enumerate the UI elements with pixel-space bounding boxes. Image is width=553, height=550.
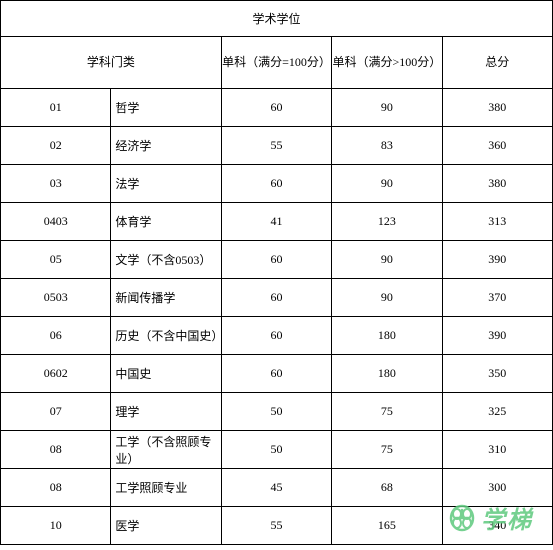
cell-score1: 60 — [221, 355, 331, 393]
cell-total: 380 — [442, 165, 552, 203]
cell-total: 360 — [442, 127, 552, 165]
table-row: 0403体育学41123313 — [1, 203, 553, 241]
cell-score2: 180 — [332, 355, 442, 393]
table-row: 0602中国史60180350 — [1, 355, 553, 393]
cell-score1: 45 — [221, 469, 331, 507]
cell-score2: 90 — [332, 241, 442, 279]
cell-score1: 60 — [221, 279, 331, 317]
cell-score2: 68 — [332, 469, 442, 507]
cell-name: 文学（不含0503） — [111, 241, 221, 279]
cell-name: 哲学 — [111, 89, 221, 127]
header-score1: 单科（满分=100分） — [221, 37, 331, 89]
cell-code: 02 — [1, 127, 111, 165]
table-title: 学术学位 — [1, 1, 553, 37]
cell-name: 历史（不含中国史） — [111, 317, 221, 355]
cell-code: 08 — [1, 469, 111, 507]
cell-total: 390 — [442, 241, 552, 279]
cell-code: 05 — [1, 241, 111, 279]
cell-code: 0403 — [1, 203, 111, 241]
cell-code: 0602 — [1, 355, 111, 393]
table-body: 01哲学609038002经济学558336003法学60903800403体育… — [1, 89, 553, 545]
cell-code: 03 — [1, 165, 111, 203]
table-row: 0503新闻传播学6090370 — [1, 279, 553, 317]
cell-total: 313 — [442, 203, 552, 241]
cell-total: 300 — [442, 469, 552, 507]
table-row: 07理学5075325 — [1, 393, 553, 431]
score-table: 学术学位 学科门类 单科（满分=100分） 单科（满分>100分） 总分 01哲… — [0, 0, 553, 545]
cell-name: 理学 — [111, 393, 221, 431]
cell-score2: 165 — [332, 507, 442, 545]
cell-score1: 60 — [221, 89, 331, 127]
cell-name: 经济学 — [111, 127, 221, 165]
cell-score1: 55 — [221, 507, 331, 545]
table-row: 03法学6090380 — [1, 165, 553, 203]
cell-score2: 90 — [332, 89, 442, 127]
cell-total: 340 — [442, 507, 552, 545]
table-row: 10医学55165340 — [1, 507, 553, 545]
table-row: 08工学照顾专业4568300 — [1, 469, 553, 507]
cell-total: 350 — [442, 355, 552, 393]
cell-total: 370 — [442, 279, 552, 317]
cell-score2: 83 — [332, 127, 442, 165]
header-category: 学科门类 — [1, 37, 222, 89]
header-score2: 单科（满分>100分） — [332, 37, 442, 89]
cell-score1: 60 — [221, 241, 331, 279]
table-row: 02经济学5583360 — [1, 127, 553, 165]
cell-name: 工学（不含照顾专业） — [111, 431, 221, 469]
cell-score2: 180 — [332, 317, 442, 355]
cell-total: 390 — [442, 317, 552, 355]
cell-name: 新闻传播学 — [111, 279, 221, 317]
cell-name: 体育学 — [111, 203, 221, 241]
cell-total: 310 — [442, 431, 552, 469]
cell-code: 06 — [1, 317, 111, 355]
title-row: 学术学位 — [1, 1, 553, 37]
cell-total: 325 — [442, 393, 552, 431]
cell-code: 08 — [1, 431, 111, 469]
cell-score1: 55 — [221, 127, 331, 165]
cell-score2: 123 — [332, 203, 442, 241]
cell-score2: 75 — [332, 431, 442, 469]
table-row: 06历史（不含中国史）60180390 — [1, 317, 553, 355]
header-row: 学科门类 单科（满分=100分） 单科（满分>100分） 总分 — [1, 37, 553, 89]
cell-code: 10 — [1, 507, 111, 545]
table-row: 01哲学6090380 — [1, 89, 553, 127]
cell-score1: 50 — [221, 431, 331, 469]
cell-code: 01 — [1, 89, 111, 127]
cell-score2: 90 — [332, 165, 442, 203]
cell-code: 0503 — [1, 279, 111, 317]
table-row: 08工学（不含照顾专业）5075310 — [1, 431, 553, 469]
cell-name: 工学照顾专业 — [111, 469, 221, 507]
cell-score2: 90 — [332, 279, 442, 317]
cell-code: 07 — [1, 393, 111, 431]
cell-name: 医学 — [111, 507, 221, 545]
cell-name: 法学 — [111, 165, 221, 203]
cell-name: 中国史 — [111, 355, 221, 393]
cell-score1: 60 — [221, 165, 331, 203]
cell-score1: 60 — [221, 317, 331, 355]
cell-total: 380 — [442, 89, 552, 127]
table-row: 05文学（不含0503）6090390 — [1, 241, 553, 279]
cell-score1: 41 — [221, 203, 331, 241]
cell-score2: 75 — [332, 393, 442, 431]
cell-score1: 50 — [221, 393, 331, 431]
header-total: 总分 — [442, 37, 552, 89]
